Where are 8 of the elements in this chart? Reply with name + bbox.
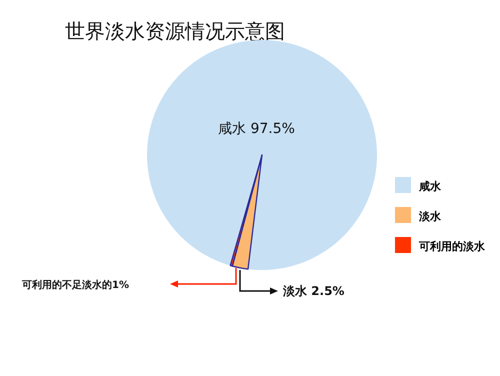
text: 咸水 97.5%: [218, 121, 295, 137]
text: 可利用的不足淡水的1%: [21, 279, 129, 291]
chart-title: 世界淡水资源情况示意图: [65, 19, 285, 43]
text: 淡水 2.5%: [282, 284, 344, 298]
legend-label: 淡水: [418, 210, 442, 223]
legend-label: 咸水: [418, 180, 442, 193]
legend-label: 可利用的淡水: [418, 240, 486, 253]
pie-slice: [147, 40, 377, 270]
